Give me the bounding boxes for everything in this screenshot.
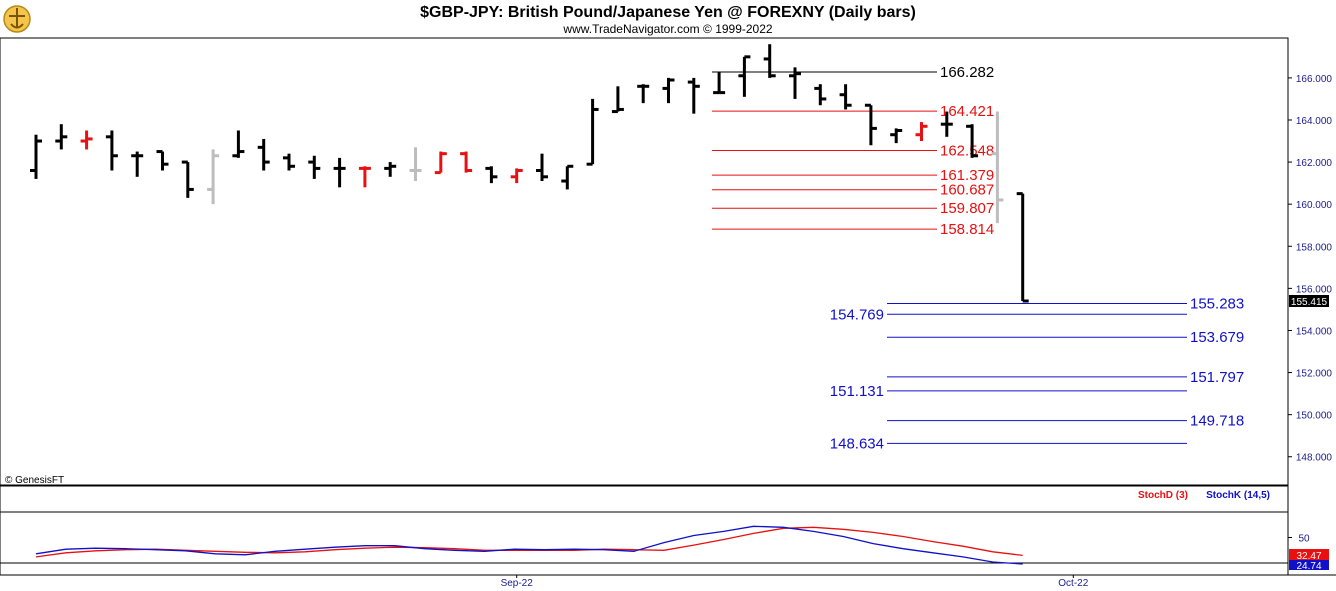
price-tick-label: 162.000 <box>1296 158 1333 169</box>
ohlc-bar <box>207 149 220 205</box>
level-label: 164.421 <box>940 103 994 120</box>
ohlc-bar <box>30 134 42 179</box>
chart-title: $GBP-JPY: British Pound/Japanese Yen @ F… <box>420 4 916 21</box>
stochd-badge <box>1289 549 1329 561</box>
ohlc-bar <box>864 103 877 146</box>
ohlc-bar <box>839 84 852 110</box>
last-price-marker: 155.415 <box>1289 294 1329 308</box>
stochk-badge <box>1289 560 1329 570</box>
ohlc-bar <box>890 128 903 144</box>
ohlc-bar <box>940 111 953 137</box>
ohlc-bar <box>536 153 548 182</box>
copyright-label: © GenesisFT <box>5 475 64 486</box>
ohlc-bar <box>358 166 371 188</box>
ohlc-bar <box>561 164 574 190</box>
price-tick-label: 148.000 <box>1296 453 1333 464</box>
ohlc-bar <box>611 86 624 114</box>
price-tick-label: 160.000 <box>1296 200 1333 211</box>
level-label: 161.379 <box>940 167 994 184</box>
indicator-panel <box>0 485 1289 576</box>
ohlc-bar <box>586 98 599 166</box>
level-label: 155.283 <box>1190 295 1244 312</box>
ohlc-bar <box>283 153 295 171</box>
ohlc-bar <box>181 160 194 198</box>
stoch-tick-label: 50 <box>1298 534 1310 545</box>
price-tick-label: 166.000 <box>1296 74 1333 85</box>
ohlc-bar <box>991 111 1004 224</box>
price-axis: 148.000 150.000 152.000 154.000 156.000 158.0… <box>1288 74 1332 464</box>
legend-stochd: StochD (3) <box>1138 490 1188 501</box>
stoch-series-stochD <box>35 526 1023 558</box>
price-tick-label: 152.000 <box>1296 369 1333 380</box>
level-label: 160.687 <box>940 182 994 199</box>
time-tick-label: Sep-22 <box>501 578 534 589</box>
chart-subtitle: www.TradeNavigator.com © 1999-2022 <box>562 22 772 36</box>
last-price-badge <box>1289 294 1329 307</box>
price-tick-label: 158.000 <box>1296 242 1333 253</box>
price-tick-label: 150.000 <box>1296 411 1333 422</box>
ohlc-bar <box>257 138 270 171</box>
ohlc-bar <box>763 44 776 78</box>
level-label: 159.807 <box>940 200 994 217</box>
last-price-label: 155.415 <box>1291 297 1328 308</box>
logo-icon <box>3 5 31 33</box>
level-label: 162.548 <box>940 143 994 160</box>
ohlc-bar <box>738 55 751 97</box>
price-tick-label: 164.000 <box>1296 116 1333 127</box>
level-label: 149.718 <box>1190 413 1244 430</box>
ohlc-bar <box>713 71 726 95</box>
level-label: 154.769 <box>830 306 884 323</box>
price-panel <box>0 37 1289 486</box>
level-label: 166.282 <box>940 64 994 81</box>
ohlc-bar <box>232 130 245 158</box>
ohlc-bar <box>966 124 979 158</box>
ohlc-bar <box>510 168 523 184</box>
level-label: 148.634 <box>830 435 884 452</box>
ohlc-bar <box>687 77 700 114</box>
ohlc-bar <box>333 157 346 188</box>
time-axis: Sep-22 Oct-22 <box>501 575 1089 589</box>
stochd-value: 32.47 <box>1296 551 1321 562</box>
ohlc-bar <box>1016 192 1029 303</box>
level-label: 158.814 <box>940 221 994 238</box>
ohlc-bar <box>55 124 68 150</box>
ohlc-bar <box>460 151 473 173</box>
ohlc-bar <box>131 151 144 177</box>
ohlc-bar <box>308 155 321 179</box>
ohlc-bar <box>80 130 93 150</box>
level-label: 153.679 <box>1190 329 1244 346</box>
time-tick-label: Oct-22 <box>1058 578 1088 589</box>
ohlc-bar <box>637 84 650 104</box>
price-tick-label: 154.000 <box>1296 326 1333 337</box>
ohlc-bars <box>30 44 1029 303</box>
ohlc-bar <box>485 166 498 184</box>
ohlc-bar <box>409 147 422 182</box>
level-label: 151.797 <box>1190 369 1244 386</box>
ohlc-bar <box>105 130 118 171</box>
legend-stochk: StochK (14,5) <box>1206 490 1270 501</box>
ohlc-bar <box>814 84 827 106</box>
level-label: 151.131 <box>830 383 884 400</box>
ohlc-bar <box>384 162 397 177</box>
levels-layer: 166.282 164.421 162.548 161.379160.687159.8… <box>712 64 1244 452</box>
price-tick-label: 156.000 <box>1296 284 1333 295</box>
stochk-value: 24.74 <box>1296 561 1321 572</box>
ohlc-bar <box>156 150 169 171</box>
ohlc-bar <box>789 67 801 99</box>
ohlc-bar <box>662 77 675 104</box>
ohlc-bar <box>915 122 928 142</box>
stoch-series-stochK <box>35 525 1023 565</box>
ohlc-bar <box>434 151 447 175</box>
